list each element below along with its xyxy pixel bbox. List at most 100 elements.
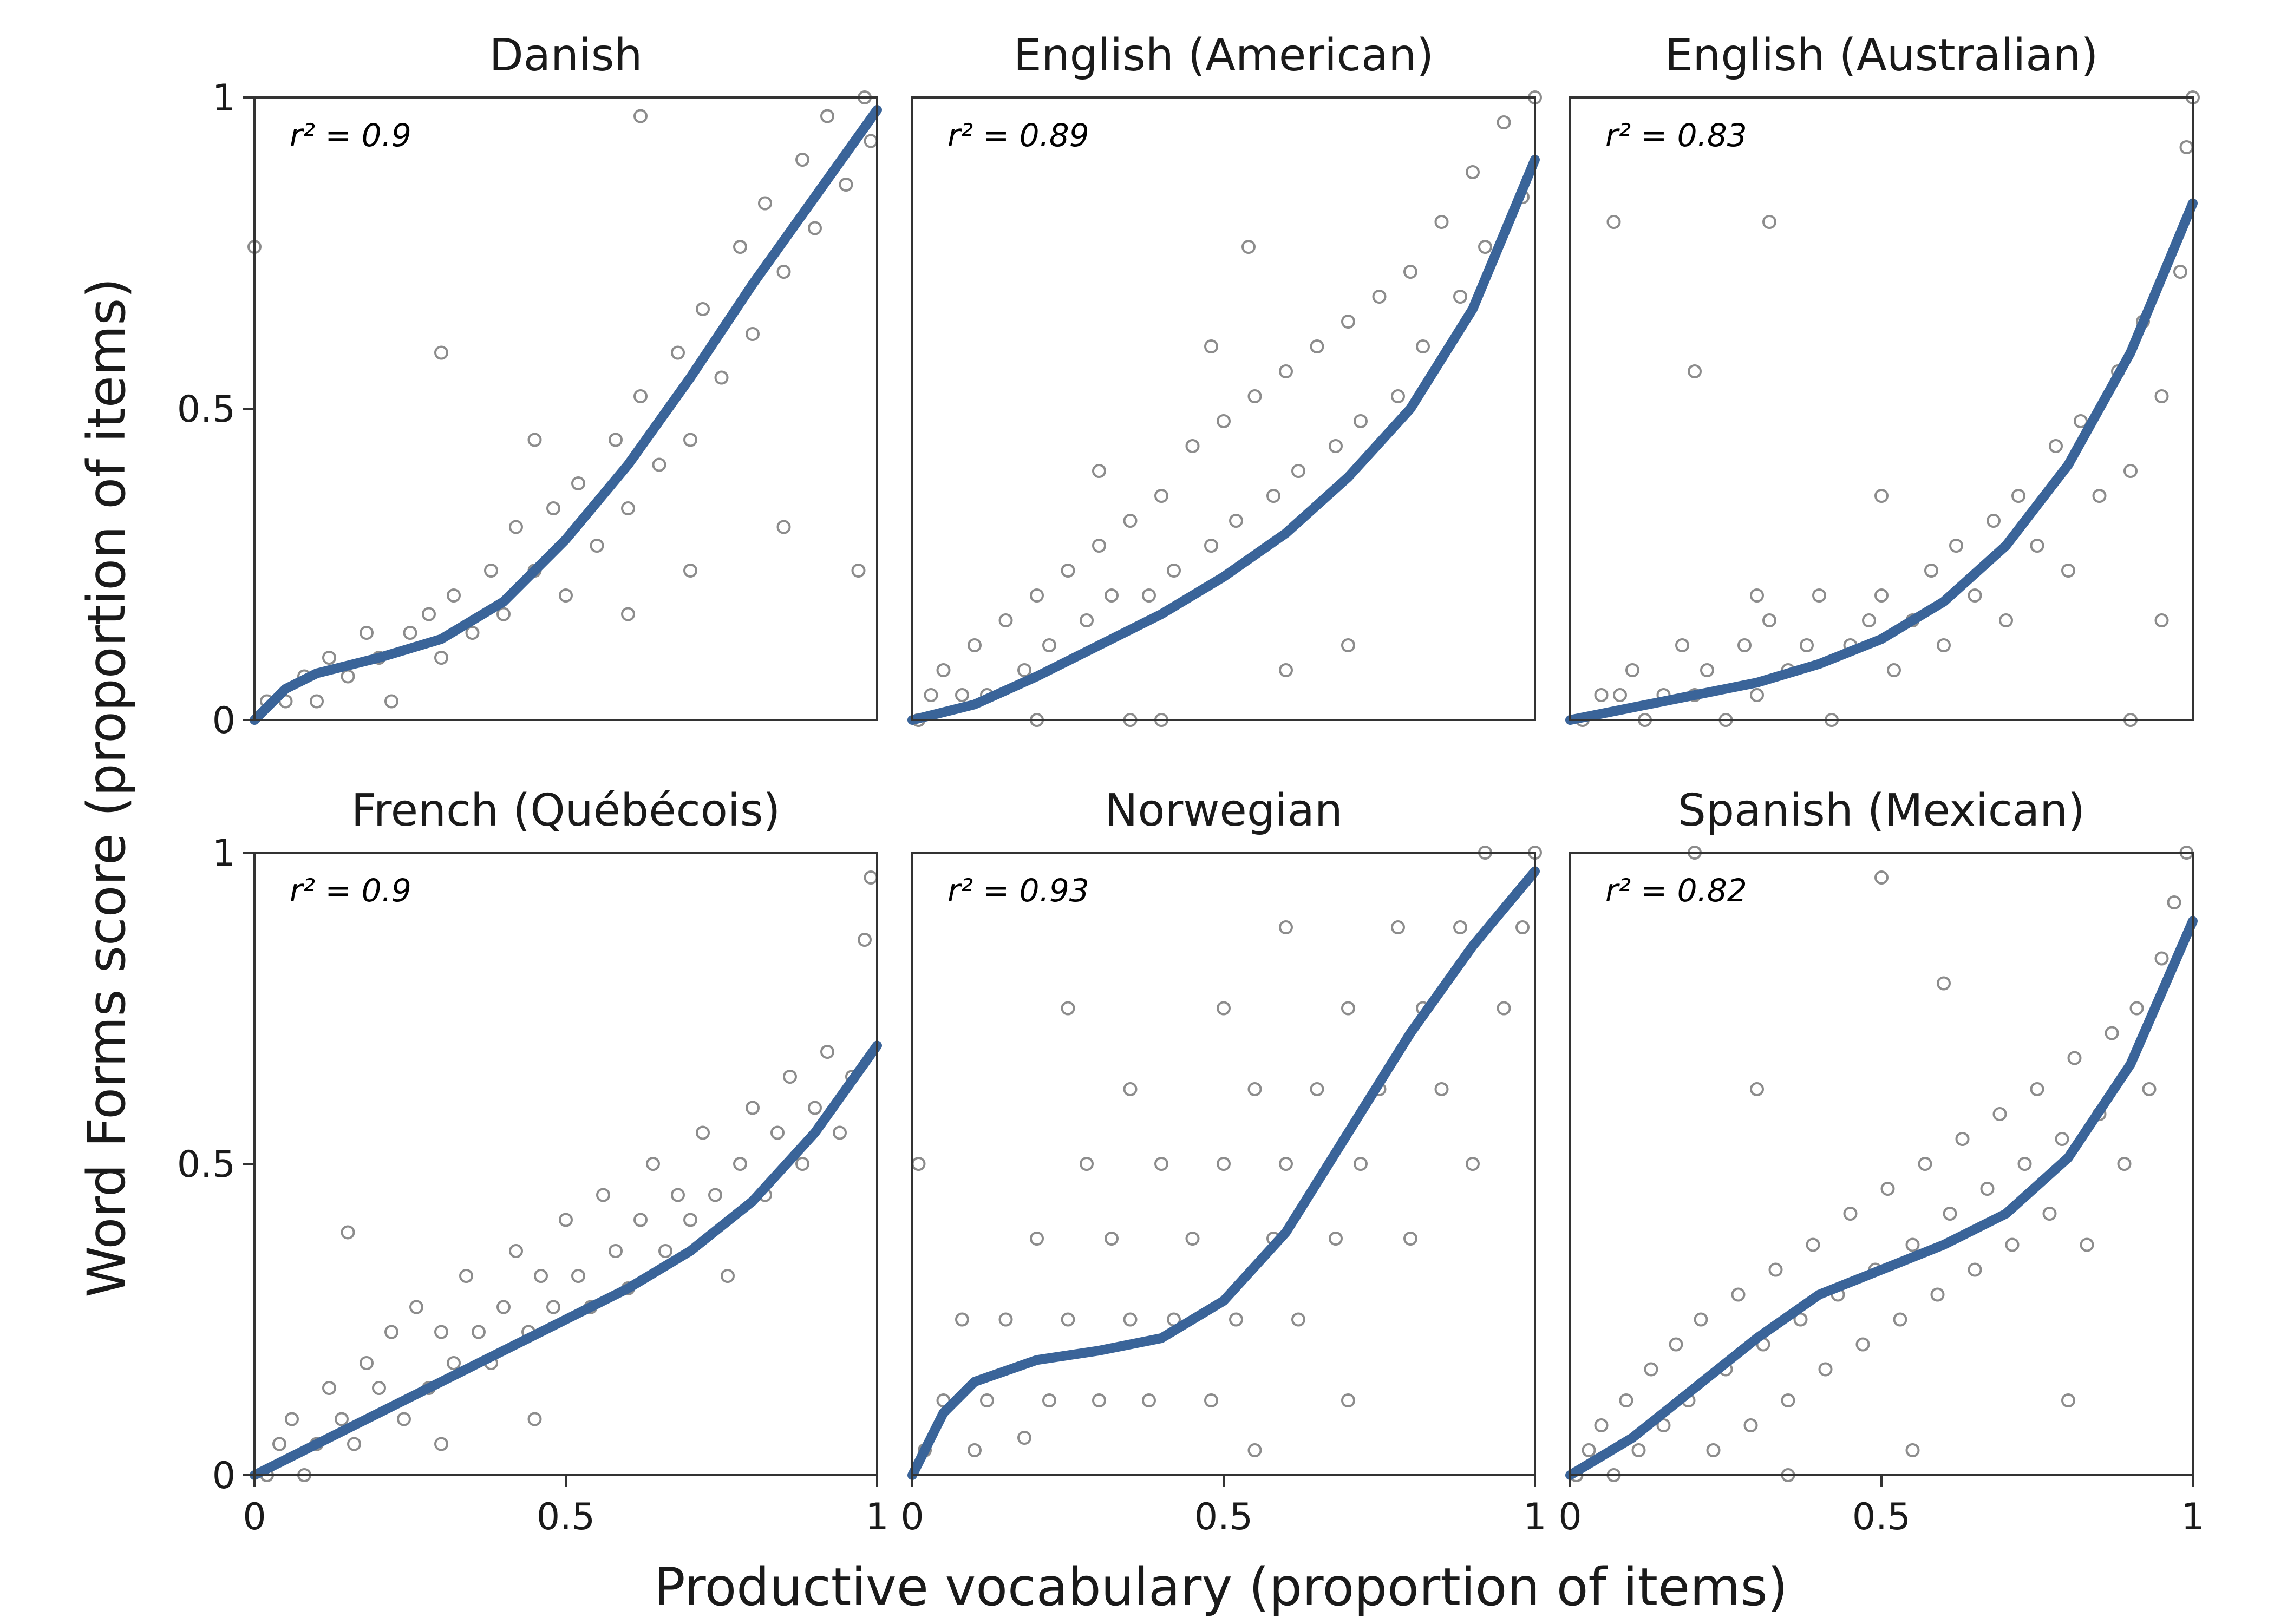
data-point bbox=[1310, 339, 1324, 353]
data-point bbox=[1924, 564, 1938, 578]
data-point bbox=[1768, 1262, 1783, 1277]
data-point bbox=[955, 1312, 969, 1327]
data-point bbox=[1594, 688, 1609, 702]
data-point bbox=[546, 501, 560, 515]
data-point bbox=[1341, 1001, 1355, 1016]
data-point bbox=[2042, 1207, 2057, 1221]
data-point bbox=[2080, 1237, 2094, 1252]
data-point bbox=[409, 1300, 423, 1314]
data-point bbox=[1080, 1157, 1094, 1171]
data-point bbox=[1372, 290, 1387, 304]
data-point bbox=[397, 1412, 411, 1426]
data-point bbox=[1762, 613, 1776, 627]
data-point bbox=[484, 564, 498, 578]
data-point bbox=[1247, 389, 1262, 403]
r-squared-annotation: r² = 0.9 bbox=[290, 872, 411, 909]
panel: Danish r² = 0.9 0 0.5 1 bbox=[177, 30, 882, 742]
data-point bbox=[839, 178, 853, 192]
data-point bbox=[1042, 638, 1056, 652]
data-point bbox=[1453, 920, 1467, 934]
data-point bbox=[527, 1412, 542, 1426]
data-point bbox=[770, 1125, 785, 1140]
data-point bbox=[347, 1437, 361, 1451]
data-point bbox=[2061, 1393, 2075, 1407]
data-point bbox=[310, 694, 324, 709]
data-point bbox=[1266, 489, 1280, 503]
data-point bbox=[968, 1443, 982, 1457]
data-point bbox=[858, 933, 872, 947]
x-tick-label: 0.5 bbox=[1194, 1496, 1253, 1538]
data-point bbox=[696, 1125, 710, 1140]
data-point bbox=[708, 1188, 722, 1202]
panels: Danish r² = 0.9 0 0.5 1 English (American) r² … bbox=[177, 30, 2205, 1538]
data-point bbox=[1416, 339, 1430, 353]
data-point bbox=[1855, 1337, 1870, 1352]
data-point bbox=[924, 688, 938, 702]
data-point bbox=[1279, 663, 1293, 677]
data-point bbox=[1987, 514, 2001, 528]
data-point bbox=[980, 1393, 994, 1407]
data-point bbox=[2129, 1001, 2144, 1016]
data-point bbox=[733, 1157, 747, 1171]
data-point bbox=[652, 457, 666, 472]
data-point bbox=[1949, 539, 1963, 553]
data-point bbox=[1080, 613, 1094, 627]
data-point bbox=[795, 153, 809, 167]
data-point bbox=[1092, 464, 1106, 478]
data-point bbox=[1688, 364, 1702, 378]
data-point bbox=[1329, 1232, 1343, 1246]
data-point bbox=[808, 221, 822, 235]
data-point bbox=[1968, 1262, 1982, 1277]
panel-title: Danish bbox=[489, 30, 643, 81]
data-point bbox=[1918, 1157, 1932, 1171]
r-squared-annotation: r² = 0.9 bbox=[290, 117, 411, 154]
data-point bbox=[1042, 1393, 1056, 1407]
data-point bbox=[1644, 1362, 1658, 1377]
x-tick-label: 0.5 bbox=[537, 1496, 595, 1538]
data-point bbox=[2030, 1082, 2044, 1096]
panel-border bbox=[911, 96, 1536, 721]
data-point bbox=[1354, 414, 1368, 428]
data-point bbox=[1874, 489, 1889, 503]
data-point bbox=[633, 109, 648, 123]
y-tick-label: 0 bbox=[212, 699, 236, 742]
data-point bbox=[1030, 1232, 1044, 1246]
data-point bbox=[968, 638, 982, 652]
data-point bbox=[447, 1356, 461, 1370]
data-point bbox=[621, 607, 635, 621]
data-point bbox=[1731, 1287, 1746, 1302]
panel: Spanish (Mexican) r² = 0.82 0 0.5 1 bbox=[1558, 785, 2204, 1538]
data-point bbox=[1466, 1157, 1480, 1171]
data-point bbox=[1762, 215, 1776, 229]
data-point bbox=[1061, 1001, 1075, 1016]
data-point bbox=[1247, 1082, 1262, 1096]
data-point bbox=[360, 1356, 374, 1370]
data-point bbox=[1185, 439, 1200, 453]
data-point bbox=[1453, 290, 1467, 304]
data-point bbox=[1123, 1312, 1138, 1327]
data-point bbox=[2011, 489, 2025, 503]
x-axis-title: Productive vocabulary (proportion of ite… bbox=[654, 1557, 1788, 1618]
data-point bbox=[820, 109, 834, 123]
panel: French (Québécois) r² = 0.9 0 0.5 1 0 0.5 1 bbox=[177, 785, 889, 1538]
data-point bbox=[1619, 1393, 1633, 1407]
data-point bbox=[746, 1101, 760, 1115]
data-point bbox=[465, 626, 480, 640]
data-point bbox=[2067, 1051, 2082, 1065]
data-point bbox=[1937, 976, 1951, 991]
data-point bbox=[2123, 464, 2138, 478]
data-point bbox=[1968, 588, 1982, 603]
x-tick-label: 1 bbox=[1523, 1496, 1546, 1538]
x-tick-label: 1 bbox=[2181, 1496, 2204, 1538]
data-point bbox=[1930, 1287, 1945, 1302]
data-point bbox=[1874, 588, 1889, 603]
x-tick-label: 0 bbox=[243, 1496, 266, 1538]
data-point bbox=[1092, 539, 1106, 553]
data-point bbox=[1943, 1207, 1957, 1221]
data-point bbox=[1291, 464, 1305, 478]
data-point bbox=[1241, 240, 1256, 254]
data-point bbox=[1992, 1107, 2007, 1121]
data-point bbox=[447, 588, 461, 603]
data-point bbox=[322, 1381, 336, 1395]
